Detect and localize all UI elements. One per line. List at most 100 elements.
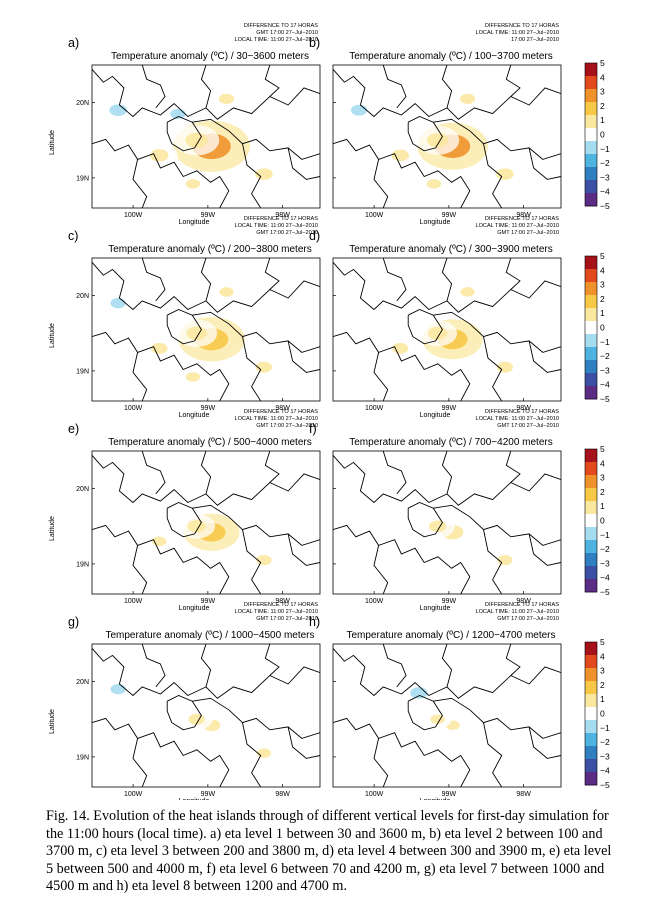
x-tick-label: 99W xyxy=(442,405,457,412)
colorbar-frame xyxy=(584,641,598,786)
colorbar-tick-label: 1 xyxy=(600,115,605,125)
anomaly-core xyxy=(219,287,234,297)
state-boundary xyxy=(433,504,561,546)
y-tick-label: 19N xyxy=(76,175,89,182)
anomaly-core xyxy=(459,93,476,104)
panel-header-line: DIFFERENCE TO 17 HORAS xyxy=(485,216,559,222)
colorbar-tick-label: 2 xyxy=(600,487,605,497)
anomaly-core xyxy=(150,149,169,162)
colorbar-tick-label: −4 xyxy=(600,766,610,776)
state-boundary xyxy=(92,331,230,401)
panel-title: Temperature anomaly (ºC) / 700−4200 mete… xyxy=(349,437,552,448)
anomaly-field xyxy=(92,644,320,787)
state-boundary xyxy=(333,69,561,120)
anomaly-core xyxy=(152,729,166,739)
state-boundary xyxy=(264,65,280,97)
y-axis-label: Latitude xyxy=(49,516,56,541)
x-tick-label: 99W xyxy=(442,598,457,605)
panel-header-line: DIFFERENCE TO 17 HORAS xyxy=(485,409,559,415)
y-tick-label: 20N xyxy=(76,486,89,493)
anomaly-core xyxy=(103,180,118,191)
anomaly-core xyxy=(410,687,428,699)
colorbar-segment xyxy=(585,334,597,348)
colorbar-segment xyxy=(585,501,597,515)
colorbar-segment xyxy=(585,681,597,695)
state-boundary xyxy=(441,644,453,688)
colorbar-segment xyxy=(585,386,597,400)
colorbar-tick-label: −2 xyxy=(600,158,610,168)
y-tick-label: 20N xyxy=(76,100,89,107)
state-boundary xyxy=(132,738,148,787)
state-boundary xyxy=(407,116,443,152)
panel-frame xyxy=(332,64,562,209)
state-boundary xyxy=(287,147,320,180)
x-tick-label: 98W xyxy=(275,598,290,605)
panel-frame xyxy=(91,64,321,209)
state-boundary xyxy=(132,352,148,401)
anomaly-field xyxy=(333,258,561,401)
state-boundary xyxy=(141,65,166,109)
x-axis-label: Longitude xyxy=(179,605,210,612)
anomaly-core xyxy=(104,567,117,576)
colorbar-tick-label: 4 xyxy=(600,72,605,82)
colorbar-tick-label: −5 xyxy=(600,587,610,597)
state-boundary xyxy=(333,262,561,313)
y-axis-label: Latitude xyxy=(49,323,56,348)
anomaly-core xyxy=(110,684,126,695)
state-boundary xyxy=(192,311,320,353)
colorbar-segment xyxy=(585,193,597,207)
x-tick-label: 100W xyxy=(124,405,143,412)
anomaly-core xyxy=(498,748,512,758)
state-boundary xyxy=(333,138,471,208)
x-tick-label: 98W xyxy=(516,212,531,219)
colorbar-frame xyxy=(584,255,598,400)
anomaly-core xyxy=(350,104,368,116)
colorbar-tick-label: −4 xyxy=(600,187,610,197)
anomaly-core xyxy=(411,109,427,119)
anomaly-core xyxy=(412,302,426,312)
state-boundary xyxy=(382,644,407,688)
state-boundary xyxy=(141,451,166,495)
colorbar-tick-label: 2 xyxy=(600,680,605,690)
anomaly-core xyxy=(461,673,474,682)
y-tick-label: 19N xyxy=(76,754,89,761)
colorbar-segment xyxy=(585,668,597,682)
colorbar-tick-label: −4 xyxy=(600,380,610,390)
state-boundary xyxy=(441,65,453,109)
colorbar-tick-label: 0 xyxy=(600,516,605,526)
x-tick-label: 98W xyxy=(516,598,531,605)
state-boundary xyxy=(92,717,230,787)
panel-header-line: DIFFERENCE TO 17 HORAS xyxy=(485,602,559,608)
panel-header-line: GMT 17:00 27−Jul−2010 xyxy=(256,230,318,236)
colorbar-segment xyxy=(585,553,597,567)
x-tick-label: 100W xyxy=(124,791,143,798)
panel-header-line: LOCAL TIME: 11:00 27−Jul−2010 xyxy=(234,609,318,615)
x-tick-label: 100W xyxy=(365,791,384,798)
colorbar-tick-label: 0 xyxy=(600,323,605,333)
anomaly-core xyxy=(460,287,475,297)
panel-label: c) xyxy=(68,229,78,243)
x-axis-label: Longitude xyxy=(420,219,451,226)
anomaly-core xyxy=(171,495,185,504)
state-boundary xyxy=(441,258,453,302)
colorbar-tick-label: 4 xyxy=(600,651,605,661)
state-boundary xyxy=(166,309,202,345)
x-axis-label: Longitude xyxy=(420,605,451,612)
state-boundary xyxy=(200,258,212,302)
panel-header-line: LOCAL TIME: 11:00 27−Jul−2010 xyxy=(475,30,559,36)
panel-frame xyxy=(332,450,562,595)
state-boundary xyxy=(166,502,202,538)
anomaly-core xyxy=(496,168,514,180)
panel-label: g) xyxy=(68,615,79,629)
state-boundary xyxy=(333,524,471,594)
x-tick-label: 98W xyxy=(275,405,290,412)
colorbar-segment xyxy=(585,566,597,580)
state-boundary xyxy=(407,695,443,731)
panel-frame xyxy=(91,257,321,402)
colorbar-segment xyxy=(585,141,597,155)
anomaly-core xyxy=(186,565,200,575)
colorbar-tick-label: −1 xyxy=(600,337,610,347)
